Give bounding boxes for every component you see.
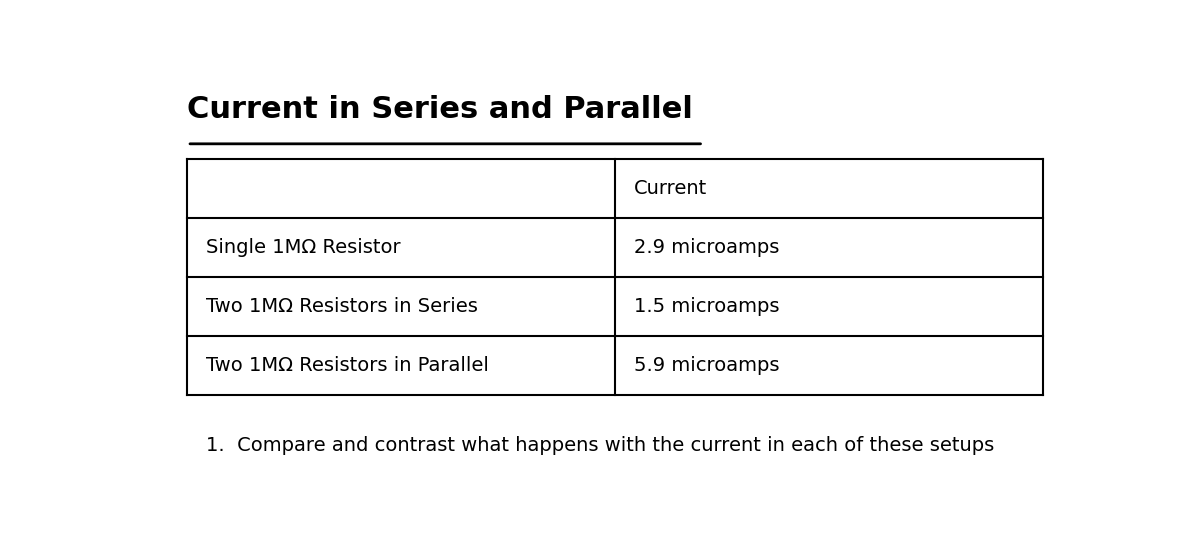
Text: 5.9 microamps: 5.9 microamps xyxy=(634,356,779,375)
Text: Single 1MΩ Resistor: Single 1MΩ Resistor xyxy=(206,238,401,256)
Text: Two 1MΩ Resistors in Parallel: Two 1MΩ Resistors in Parallel xyxy=(206,356,488,375)
Text: 1.  Compare and contrast what happens with the current in each of these setups: 1. Compare and contrast what happens wit… xyxy=(206,436,994,455)
Text: Current: Current xyxy=(634,179,707,198)
Text: Current in Series and Parallel: Current in Series and Parallel xyxy=(187,95,694,124)
Text: 2.9 microamps: 2.9 microamps xyxy=(634,238,779,256)
Text: 1.5 microamps: 1.5 microamps xyxy=(634,297,779,316)
Text: Two 1MΩ Resistors in Series: Two 1MΩ Resistors in Series xyxy=(206,297,478,316)
